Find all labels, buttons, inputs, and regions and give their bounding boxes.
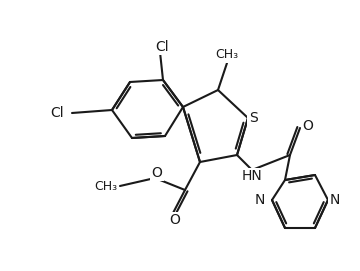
Text: O: O [170, 213, 180, 227]
Text: S: S [249, 111, 257, 125]
Text: CH₃: CH₃ [215, 49, 239, 62]
Text: Cl: Cl [50, 106, 64, 120]
Text: CH₃: CH₃ [94, 179, 117, 192]
Text: N: N [330, 193, 340, 207]
Text: HN: HN [242, 169, 262, 183]
Text: O: O [152, 166, 162, 180]
Text: N: N [255, 193, 265, 207]
Text: Cl: Cl [155, 40, 169, 54]
Text: O: O [302, 119, 314, 133]
